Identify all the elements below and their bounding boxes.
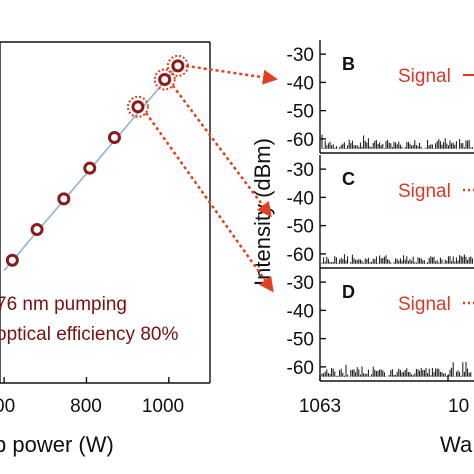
panel-ytick-label-3: -60 — [287, 130, 314, 151]
data-point-4 — [107, 130, 121, 144]
right-xtick-label-0: 1063 — [299, 396, 341, 417]
connector-arrow-1 — [171, 84, 272, 218]
data-point-2 — [57, 192, 71, 206]
left-xtick-label-2: 1000 — [142, 396, 184, 417]
spectrum-trace-d — [321, 362, 473, 377]
panel-ytick-label-3: -60 — [287, 358, 314, 379]
panel-legend-label: Signal — [398, 181, 451, 202]
left-x-axis-title: p power (W) — [0, 432, 114, 457]
panel-ytick-label-2: -50 — [287, 217, 314, 238]
spectrum-trace-b — [321, 134, 473, 149]
panel-letter: B — [342, 54, 355, 74]
left-xtick-label-1: 800 — [70, 396, 102, 417]
panel-ytick-label-0: -30 — [287, 160, 314, 181]
annotation-efficiency: optical efficiency 80% — [0, 324, 178, 345]
panel-legend-label: Signal — [398, 66, 451, 87]
scatter-points — [5, 59, 185, 267]
highlight-ring-0 — [126, 95, 149, 118]
spectrum-trace-c — [321, 254, 473, 264]
panel-ytick-label-0: -30 — [287, 45, 314, 66]
data-point-5 — [131, 100, 145, 114]
panel-ytick-label-0: -30 — [287, 273, 314, 294]
data-point-7 — [171, 59, 185, 73]
data-point-6 — [158, 73, 172, 87]
annotation-pumping: 76 nm pumping — [0, 294, 127, 315]
connector-arrows — [144, 64, 278, 293]
left-x-ticks — [3, 377, 170, 383]
spectrum-panel-b: -30 -40 -50 -60 B Signal — [287, 40, 474, 154]
spectrum-panels: -30-40-50-60BSignal-30-40-50-60CSignal-3… — [287, 40, 474, 382]
panel-ytick-label-1: -40 — [287, 301, 314, 322]
data-point-3 — [83, 161, 97, 175]
panel-legend-label: Signal — [398, 294, 451, 315]
connector-arrow-2 — [144, 112, 274, 293]
panel-ytick-label-2: -50 — [287, 102, 314, 123]
panel-letter: D — [342, 282, 355, 302]
panel-ytick-label-3: -60 — [287, 245, 314, 266]
data-point-0 — [5, 253, 19, 267]
spectrum-panel-d: -30 -40 -50 -60 D Signal — [287, 268, 474, 382]
panel-ytick-label-1: -40 — [287, 73, 314, 94]
left-xtick-label-0: 00 — [0, 396, 15, 417]
panel-letter: C — [342, 169, 355, 189]
highlight-ring-1 — [153, 68, 176, 91]
panel-ytick-label-2: -50 — [287, 330, 314, 351]
right-x-axis-title: Wa — [440, 432, 473, 457]
connector-arrow-0 — [185, 64, 278, 85]
right-xtick-label-1: 10 — [448, 396, 469, 417]
data-point-1 — [30, 223, 44, 237]
right-y-axis-title: Intensity (dBm) — [250, 138, 275, 286]
spectrum-panel-c: -30 -40 -50 -60 C Signal — [287, 155, 474, 269]
panel-ytick-label-1: -40 — [287, 188, 314, 209]
